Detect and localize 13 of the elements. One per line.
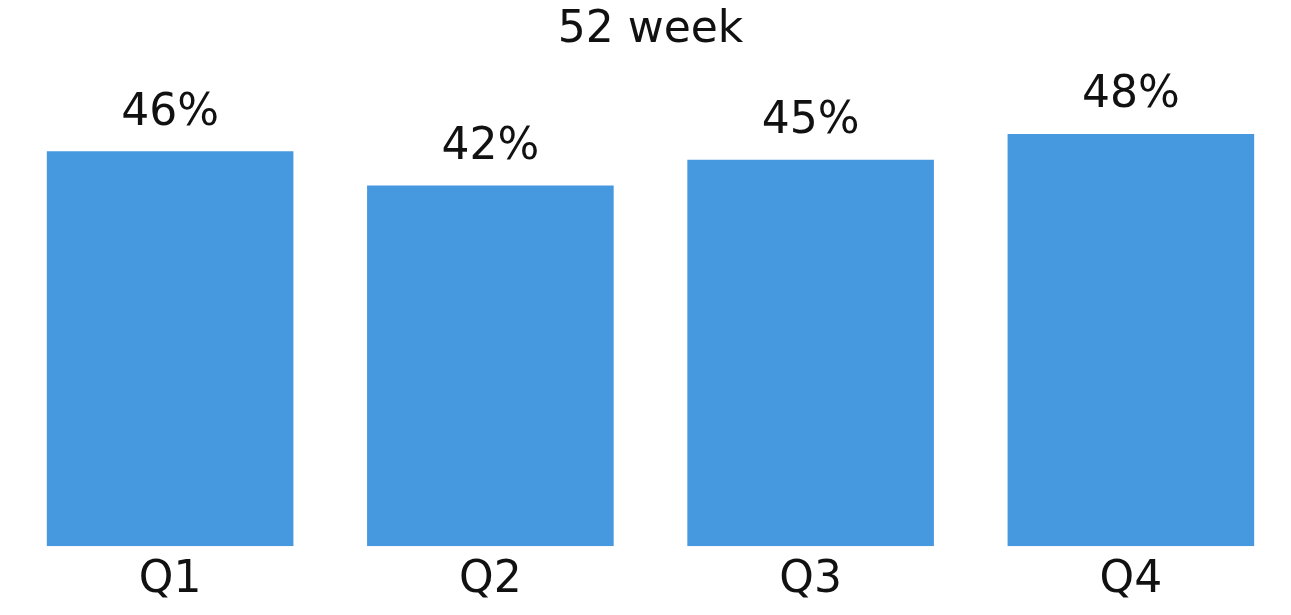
x-tick-label: Q3 — [779, 551, 842, 603]
bar — [1007, 133, 1255, 547]
chart-title: 52 week — [557, 0, 744, 52]
data-label: 48% — [1081, 66, 1180, 118]
x-tick-label: Q4 — [1099, 551, 1163, 603]
x-tick-label: Q1 — [138, 551, 202, 603]
bar — [687, 159, 934, 547]
bar — [367, 185, 614, 547]
bar — [46, 151, 294, 547]
data-label: 46% — [121, 83, 220, 135]
x-tick-label: Q2 — [459, 551, 522, 603]
data-label: 45% — [761, 92, 860, 144]
data-label: 42% — [441, 117, 540, 169]
